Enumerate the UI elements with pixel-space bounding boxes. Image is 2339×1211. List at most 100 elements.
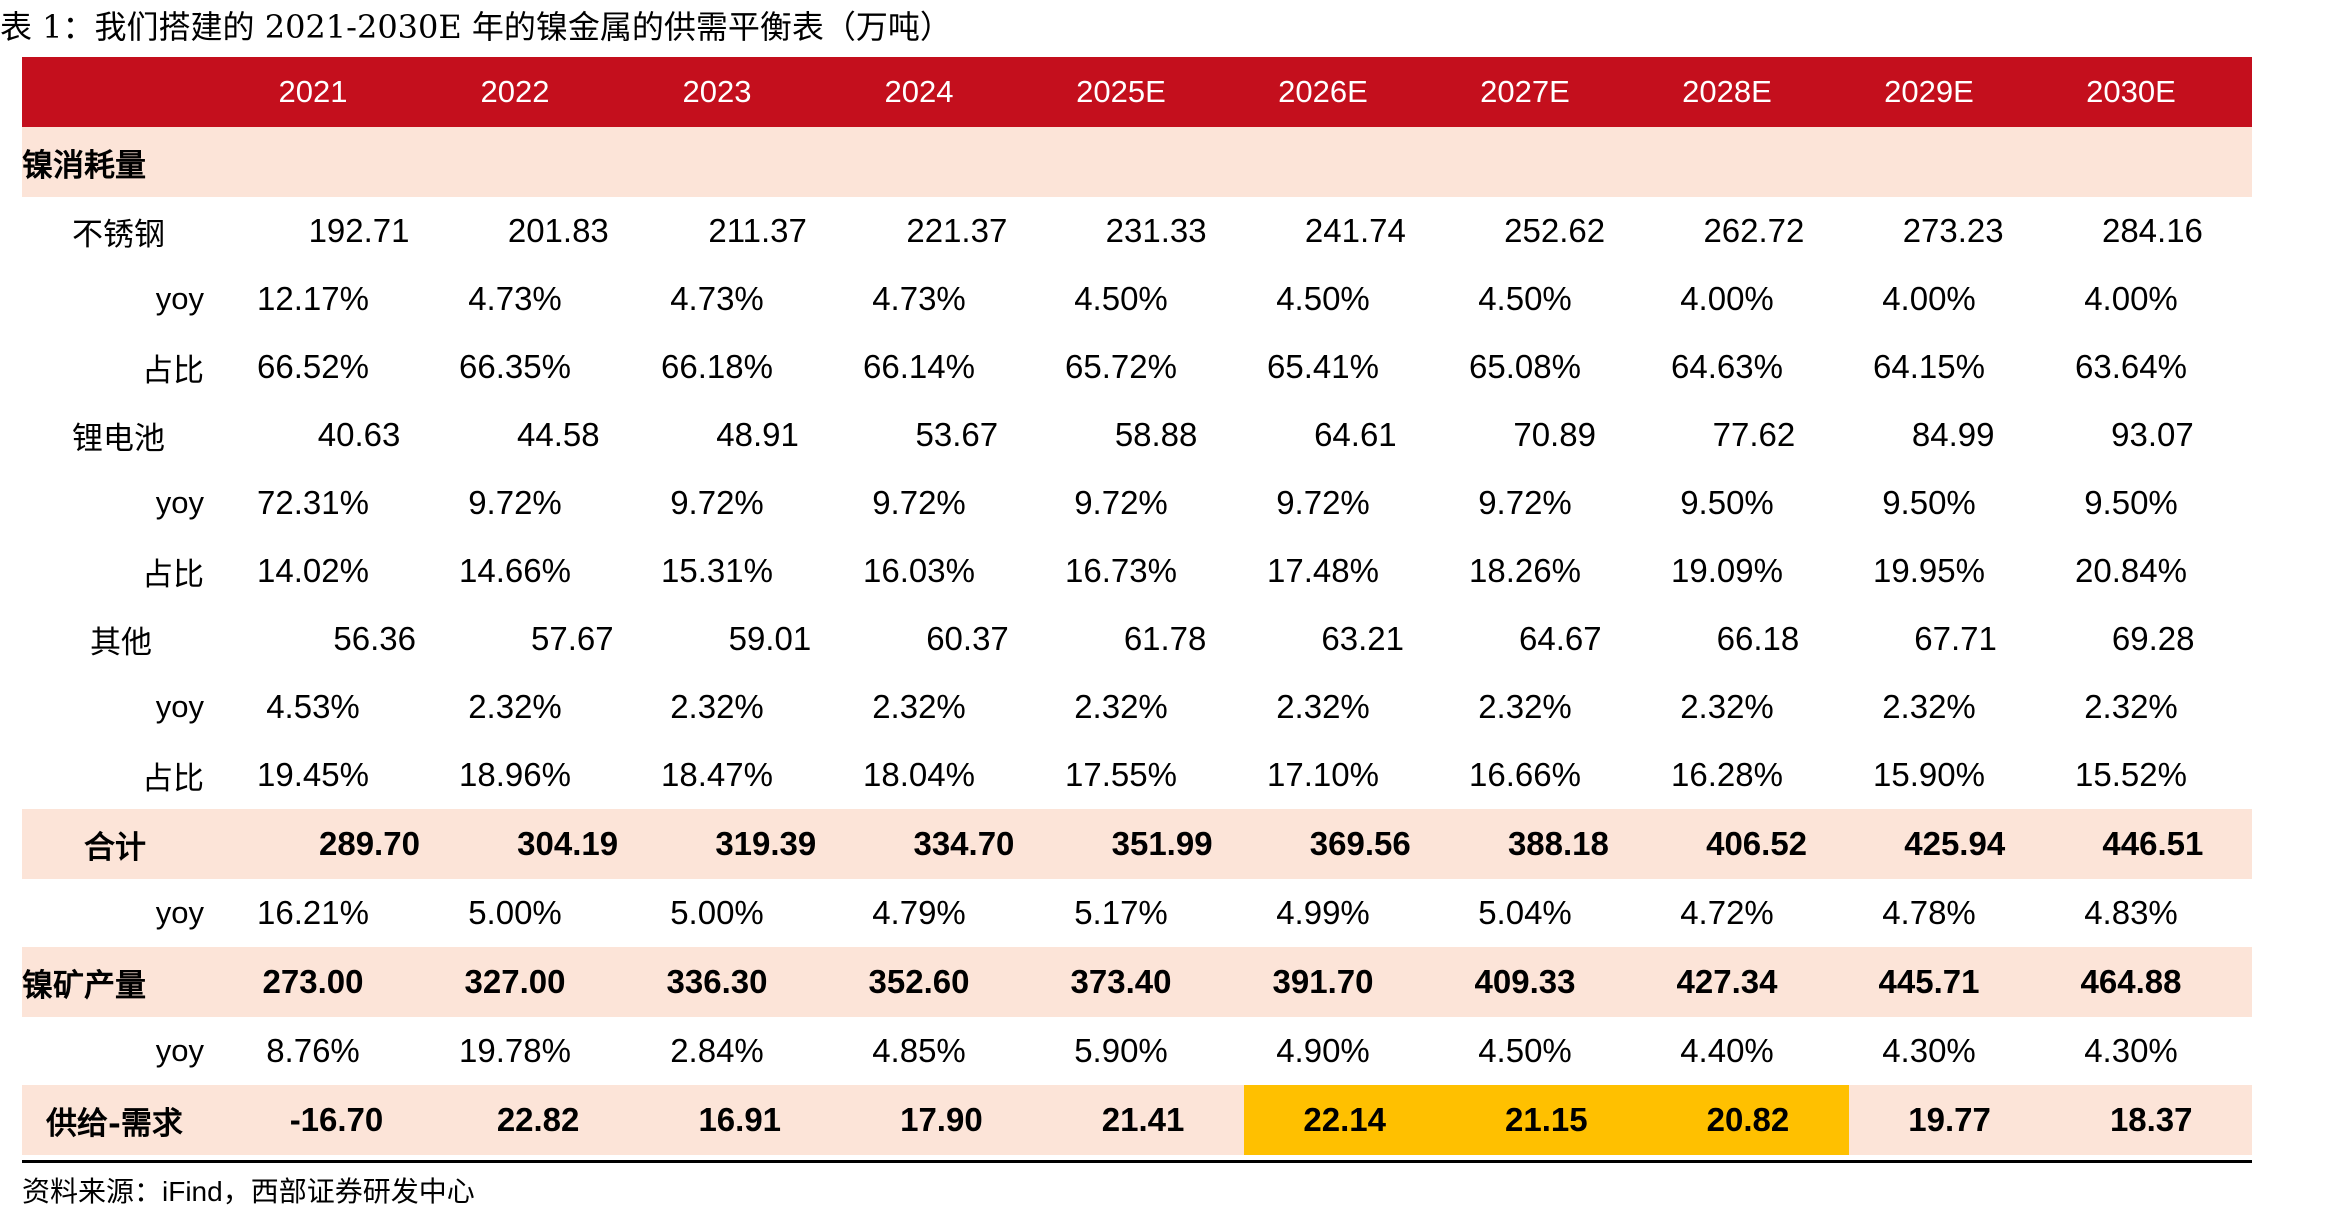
header-year: 2029E: [1884, 74, 1974, 109]
table-cell: 369.56: [1309, 825, 1411, 862]
table-cell: 16.66%: [1469, 756, 1581, 793]
table-cell: 64.61: [1314, 416, 1397, 453]
table-cell: 373.40: [1070, 963, 1172, 1000]
table-cell: 241.74: [1304, 212, 1406, 249]
table-cell: 334.70: [913, 825, 1015, 862]
source-prefix: 资料来源：: [22, 1175, 163, 1208]
table-cell: 9.72%: [1074, 484, 1168, 521]
table-cell: 9.72%: [1478, 484, 1572, 521]
table-cell: 72.31%: [257, 484, 369, 521]
table-cell: [1828, 127, 2030, 197]
header-year: 2022: [480, 74, 550, 109]
table-cell: 17.55%: [1065, 756, 1177, 793]
table-cell: 221.37: [906, 212, 1008, 249]
table-row: 其他 56.36 57.67 59.01 60.37 61.78 63.21 64.67 66.…: [22, 605, 2252, 673]
table-cell: 319.39: [715, 825, 817, 862]
table-cell: 19.09%: [1671, 552, 1783, 589]
table-cell: 16.21%: [257, 894, 369, 931]
header-year: 2021: [278, 74, 348, 109]
table-cell: 5.00%: [468, 894, 562, 931]
table-cell: 273.00: [262, 963, 364, 1000]
table-title: 表 1：我们搭建的 2021-2030E 年的镍金属的供需平衡表（万吨）: [0, 8, 952, 46]
header-year: 2027E: [1480, 74, 1570, 109]
table-cell: 4.85%: [872, 1032, 966, 1069]
table-cell: [1222, 127, 1424, 197]
header-year: 2023: [682, 74, 752, 109]
table-cell: 273.23: [1902, 212, 2004, 249]
table-cell: 192.71: [308, 212, 410, 249]
table-cell: 21.41: [1101, 1101, 1185, 1138]
table-cell: 4.83%: [2084, 894, 2178, 931]
table-cell: 57.67: [530, 620, 614, 657]
table-cell: 61.78: [1123, 620, 1207, 657]
row-label: 其他: [90, 624, 152, 661]
table-cell: 391.70: [1272, 963, 1374, 1000]
table-cell: 388.18: [1507, 825, 1609, 862]
table-cell: 16.91: [698, 1101, 782, 1138]
table-cell: 19.95%: [1873, 552, 1985, 589]
table-cell: 5.17%: [1074, 894, 1168, 931]
table-cell: 201.83: [507, 212, 609, 249]
table-cell: 84.99: [1911, 416, 1995, 453]
table-row: 镍矿产量 273.00 327.00 336.30 352.60 373.40 391.70…: [22, 947, 2252, 1017]
supply-demand-table: 2021 2022 2023 2024 2025E 2026E 2027E 20…: [22, 57, 2252, 1155]
table-cell: [1424, 127, 1626, 197]
table-cell: 9.72%: [1276, 484, 1370, 521]
table-cell: [2030, 127, 2232, 197]
table-row: yoy 12.17% 4.73% 4.73% 4.73% 4.50% 4.50% 4.50% 4…: [22, 265, 2252, 333]
table-cell: 8.76%: [266, 1032, 360, 1069]
header-year: 2028E: [1682, 74, 1772, 109]
table-cell: 2.32%: [468, 688, 562, 725]
table-cell: 262.72: [1703, 212, 1805, 249]
table-cell: 18.37: [2109, 1101, 2193, 1138]
table-cell: 4.30%: [2084, 1032, 2178, 1069]
table-cell: 9.50%: [1882, 484, 1976, 521]
table-cell: 289.70: [319, 825, 420, 862]
table-cell: 4.73%: [468, 280, 562, 317]
table-row: 锂电池 40.63 44.58 48.91 53.67 58.88 64.61 70.89 77…: [22, 401, 2252, 469]
table-cell: 14.02%: [257, 552, 369, 589]
table-cell: 4.00%: [2084, 280, 2178, 317]
table-cell: 93.07: [2111, 416, 2194, 453]
table-cell: 19.78%: [459, 1032, 571, 1069]
table-cell: 18.04%: [863, 756, 975, 793]
table-cell: 4.50%: [1478, 1032, 1572, 1069]
table-cell: 4.99%: [1276, 894, 1370, 931]
row-label: 合计: [84, 829, 146, 866]
table-cell: 66.14%: [863, 348, 975, 385]
table-cell: 2.32%: [1882, 688, 1976, 725]
table-cell: 4.40%: [1680, 1032, 1774, 1069]
table-row: yoy 4.53% 2.32% 2.32% 2.32% 2.32% 2.32% 2.32% 2.…: [22, 673, 2252, 741]
table-cell: 16.73%: [1065, 552, 1177, 589]
table-cell: 9.72%: [670, 484, 764, 521]
table-cell: 19.77: [1908, 1101, 1991, 1138]
table-cell: 4.50%: [1276, 280, 1370, 317]
header-corner: [22, 57, 212, 127]
row-label: 占比: [142, 352, 204, 389]
table-cell: 231.33: [1105, 212, 1207, 249]
table-cell: 66.52%: [257, 348, 369, 385]
table-cell: 12.17%: [257, 280, 369, 317]
table-cell: 4.00%: [1680, 280, 1774, 317]
table-row: 合计 289.70 304.19 319.39 334.70 351.99 369.56 38…: [22, 809, 2252, 879]
table-cell: 2.32%: [2084, 688, 2178, 725]
table-row: yoy 8.76% 19.78% 2.84% 4.85% 5.90% 4.90% 4.50% 4…: [22, 1017, 2252, 1085]
table-cell: 66.18: [1716, 620, 1800, 657]
row-label: yoy: [155, 281, 204, 316]
table-cell: 66.35%: [459, 348, 571, 385]
table-header: 2021 2022 2023 2024 2025E 2026E 2027E 20…: [22, 57, 2252, 127]
table-cell: 5.90%: [1074, 1032, 1168, 1069]
table-cell: 63.21: [1321, 620, 1405, 657]
table-cell: 2.32%: [1680, 688, 1774, 725]
table-cell: [1020, 127, 1222, 197]
row-label: 锂电池: [72, 420, 165, 457]
table-row: yoy 16.21% 5.00% 5.00% 4.79% 5.17% 4.99% 5.04% 4…: [22, 879, 2252, 947]
table-cell: 65.41%: [1267, 348, 1379, 385]
table-cell: 65.72%: [1065, 348, 1177, 385]
table-cell: 17.48%: [1267, 552, 1379, 589]
header-year: 2030E: [2086, 74, 2176, 109]
table-cell: 9.72%: [468, 484, 562, 521]
table-cell: 56.36: [333, 620, 416, 657]
table-cell: 16.03%: [863, 552, 975, 589]
table-cell: 44.58: [517, 416, 600, 453]
